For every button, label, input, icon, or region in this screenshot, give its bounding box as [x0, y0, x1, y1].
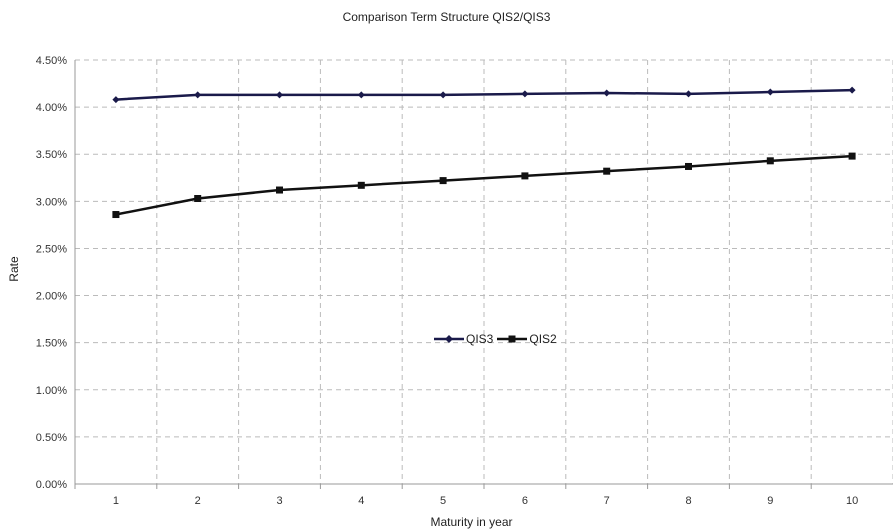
legend: QIS3 QIS2: [434, 332, 557, 346]
data-point-qis2: [848, 152, 856, 160]
data-point-qis2: [112, 211, 120, 219]
data-point-qis3: [439, 91, 447, 99]
data-point-qis3: [112, 96, 120, 104]
data-point-qis2: [685, 162, 692, 170]
series-line-qis3: [115, 88, 853, 101]
x-tick-label: 5: [440, 495, 446, 507]
data-point-qis3: [685, 90, 692, 98]
x-tick-label: 9: [767, 495, 773, 507]
x-tick-label: 1: [113, 495, 119, 507]
legend-label-qis3: QIS3: [466, 332, 494, 346]
y-tick-label: 0.00%: [36, 479, 67, 491]
x-tick-label: 4: [358, 495, 364, 507]
y-tick-label: 4.50%: [36, 55, 67, 67]
x-tick-label: 3: [276, 495, 282, 507]
y-tick-label: 3.50%: [36, 149, 67, 161]
x-tick-label: 2: [195, 495, 201, 507]
y-tick-label: 1.00%: [36, 385, 67, 397]
x-axis-label: Maturity in year: [430, 515, 513, 529]
data-point-qis3: [357, 91, 365, 99]
data-point-qis3: [194, 91, 202, 99]
data-point-qis2: [521, 172, 529, 180]
data-point-qis3: [603, 89, 611, 97]
y-tick-label: 4.00%: [36, 102, 67, 114]
data-point-qis2: [357, 181, 365, 189]
x-tick-label: 10: [846, 495, 858, 507]
data-point-qis2: [194, 195, 202, 203]
series-line-qis2: [115, 154, 853, 216]
y-tick-label: 3.00%: [36, 196, 67, 208]
data-point-qis3: [848, 86, 856, 94]
data-point-qis3: [766, 88, 774, 96]
x-tick-label: 6: [522, 495, 528, 507]
legend-item-qis2: QIS2: [497, 332, 557, 346]
y-tick-label: 2.00%: [36, 291, 67, 303]
data-point-qis3: [521, 90, 529, 98]
data-point-qis2: [766, 157, 774, 165]
legend-swatch-qis2: [497, 335, 528, 343]
data-point-qis2: [603, 167, 611, 175]
data-point-qis2: [439, 177, 447, 185]
x-tick-label: 7: [604, 495, 610, 507]
legend-item-qis3: QIS3: [434, 332, 493, 346]
chart-title: Comparison Term Structure QIS2/QIS3: [342, 10, 551, 24]
data-point-qis3: [276, 91, 283, 99]
data-point-qis2: [276, 186, 283, 194]
y-tick-label: 2.50%: [36, 243, 67, 255]
x-tick-label: 8: [685, 495, 691, 507]
y-tick-label: 1.50%: [36, 338, 67, 350]
legend-label-qis2: QIS2: [529, 332, 557, 346]
y-tick-label: 0.50%: [36, 432, 67, 444]
legend-swatch-qis3: [434, 335, 464, 343]
